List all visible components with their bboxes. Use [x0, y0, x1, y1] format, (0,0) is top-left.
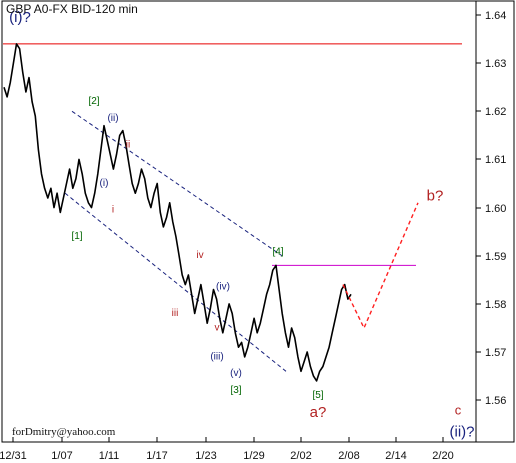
y-axis-ticks: 1.64 1.63 1.62 1.61 1.60 1.59 1.58 1.57 1.56 — [476, 10, 506, 407]
x-tick-label: 1/11 — [99, 450, 120, 462]
x-tick-label: 2/14 — [385, 450, 406, 462]
price-line — [3, 43, 352, 382]
y-tick-label: 1.60 — [485, 203, 506, 215]
forecast-line — [342, 202, 419, 330]
y-tick-label: 1.56 — [485, 395, 506, 407]
wave-label-18: b? — [427, 187, 444, 204]
y-tick-label: 1.62 — [485, 106, 506, 118]
price-series — [3, 43, 352, 382]
wave-label-20: (ii)? — [450, 423, 475, 440]
channel-upper-line — [71, 110, 283, 257]
plot-frame — [1, 0, 477, 443]
y-tick-label: 1.64 — [485, 10, 506, 22]
wave-label-3: (ii) — [107, 113, 118, 124]
wave-label-7: [1] — [71, 231, 82, 242]
wave-label-11: v — [215, 322, 220, 333]
y-tick-label: 1.58 — [485, 299, 506, 311]
trend-channel — [64, 110, 287, 372]
wave-label-15: [4] — [272, 246, 283, 257]
y-tick-label: 1.59 — [485, 251, 506, 263]
x-tick-label: 12/31 — [0, 450, 27, 462]
x-tick-label: 1/23 — [195, 450, 216, 462]
x-tick-label: 1/07 — [51, 450, 72, 462]
wave-label-17: a? — [310, 404, 327, 421]
wave-label-8: iv — [196, 250, 203, 261]
resistance-lines — [3, 43, 462, 266]
wave-label-10: iii — [172, 308, 179, 319]
wave-label-19: c — [455, 403, 462, 418]
x-axis-ticks: 12/31 1/07 1/11 1/17 1/23 1/29 2/02 2/08 2/14 2/2… — [0, 437, 454, 462]
wave-label-6: i — [112, 204, 114, 215]
wave-label-2: [2] — [88, 96, 99, 107]
x-tick-label: 2/02 — [290, 450, 311, 462]
x-tick-label: 1/17 — [146, 450, 167, 462]
wave-label-13: (v) — [230, 368, 242, 379]
wave-label-9: (iv) — [216, 281, 230, 292]
author-email: forDmitry@yahoo.com — [12, 426, 116, 438]
wave-label-16: [5] — [312, 390, 323, 401]
chart-title: GBP A0-FX BID-120 min — [6, 2, 138, 16]
axis-panel — [475, 0, 515, 443]
x-tick-label: 2/20 — [432, 450, 453, 462]
wave-label-12: (iii) — [210, 351, 223, 362]
channel-lower-line — [64, 192, 287, 372]
wave-label-1: (i)? — [9, 9, 31, 26]
forecast-path — [342, 202, 419, 330]
wave-label-4: ii — [126, 139, 130, 150]
y-tick-label: 1.57 — [485, 347, 506, 359]
y-tick-label: 1.61 — [485, 154, 506, 166]
wave-labels: (i)? [2] (ii) ii (i) i [1] iv (iv) iii v (iii) (v) [3… — [9, 9, 474, 440]
x-tick-label: 1/29 — [243, 450, 264, 462]
x-tick-label: 2/08 — [338, 450, 359, 462]
wave-label-14: [3] — [230, 385, 241, 396]
y-tick-label: 1.63 — [485, 58, 506, 70]
wave-label-5: (i) — [100, 178, 109, 189]
